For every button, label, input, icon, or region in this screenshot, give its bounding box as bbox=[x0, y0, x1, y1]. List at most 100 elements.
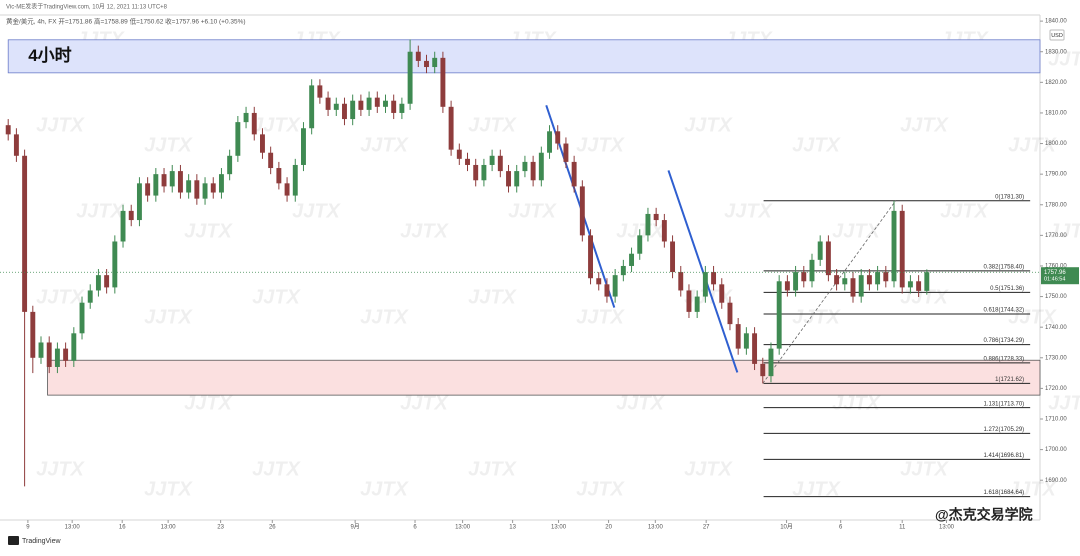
candle-body bbox=[604, 284, 610, 297]
candle-body bbox=[694, 296, 700, 312]
signature: @杰克交易学院 bbox=[935, 507, 1033, 523]
candle-body bbox=[579, 186, 585, 236]
watermark: JJTX bbox=[616, 220, 665, 242]
x-tick-label: 6 bbox=[413, 525, 417, 531]
candle-body bbox=[399, 103, 405, 113]
candle-body bbox=[629, 253, 635, 266]
candle-body bbox=[875, 272, 881, 285]
watermark: JJTX bbox=[468, 114, 517, 136]
x-tick-label: 20 bbox=[605, 525, 612, 531]
watermark: JJTX bbox=[468, 458, 517, 480]
candle-body bbox=[186, 180, 192, 193]
last-price-tag bbox=[1041, 267, 1079, 285]
watermark: JJTX bbox=[252, 286, 301, 308]
candle-body bbox=[342, 103, 347, 120]
y-tick-label: 1700.00 bbox=[1045, 447, 1067, 453]
candle-body bbox=[5, 125, 11, 135]
unit-box bbox=[1049, 29, 1065, 41]
candle-body bbox=[95, 275, 101, 291]
watermark: JJTX bbox=[252, 458, 301, 480]
candle-body bbox=[809, 259, 815, 282]
watermark: JJTX bbox=[900, 286, 949, 308]
y-tick-label: 1830.00 bbox=[1045, 49, 1067, 55]
candle-body bbox=[161, 174, 167, 187]
candle-body bbox=[374, 97, 380, 107]
candle-body bbox=[276, 168, 282, 184]
x-tick-label: 13:00 bbox=[939, 525, 955, 531]
candle-body bbox=[514, 171, 520, 187]
watermark: JJTX bbox=[292, 200, 341, 222]
candle-body bbox=[309, 85, 315, 129]
x-tick-label: 13 bbox=[509, 525, 516, 531]
y-tick-label: 1710.00 bbox=[1045, 417, 1067, 423]
fib-label: 0(1781.30) bbox=[995, 194, 1024, 200]
candle-body bbox=[325, 97, 331, 110]
watermark: JJTX bbox=[360, 134, 409, 156]
x-tick-label: 9 bbox=[26, 525, 30, 531]
chart-subtitle: 黄金/美元, 4h, FX 开=1751.86 高=1758.89 低=1750… bbox=[6, 17, 246, 26]
candle-body bbox=[22, 155, 28, 312]
watermark: JJTX bbox=[832, 220, 881, 242]
fib-label: 1.272(1705.29) bbox=[983, 427, 1024, 433]
candle-body bbox=[432, 57, 438, 68]
watermark: JJTX bbox=[360, 306, 409, 328]
candle-body bbox=[891, 210, 897, 282]
watermark: JJTX bbox=[36, 114, 85, 136]
candle-body bbox=[177, 171, 183, 193]
x-tick-label: 27 bbox=[703, 525, 710, 531]
candle-body bbox=[473, 164, 479, 181]
candle-body bbox=[301, 128, 306, 165]
candle-body bbox=[825, 241, 831, 276]
watermark: JJTX bbox=[144, 134, 193, 156]
candle-body bbox=[383, 100, 388, 107]
y-tick-label: 1790.00 bbox=[1045, 172, 1067, 178]
candle-body bbox=[358, 100, 364, 110]
watermark: JJTX bbox=[36, 458, 85, 480]
x-tick-label: 13:00 bbox=[648, 525, 664, 531]
candle-body bbox=[415, 51, 421, 61]
fib-label: 1.131(1713.70) bbox=[983, 401, 1024, 407]
fib-label: 0.5(1751.36) bbox=[990, 286, 1024, 292]
watermark: JJTX bbox=[616, 392, 665, 414]
candle-body bbox=[260, 134, 265, 153]
candle-body bbox=[670, 241, 676, 273]
fib-label: 0.382(1758.40) bbox=[983, 264, 1024, 270]
watermark: JJTX bbox=[252, 114, 301, 136]
watermark: JJTX bbox=[184, 392, 233, 414]
x-tick-label: 13:00 bbox=[65, 525, 81, 531]
watermark: JJTX bbox=[832, 392, 881, 414]
candle-body bbox=[866, 275, 872, 285]
watermark: JJTX bbox=[468, 286, 517, 308]
watermark: JJTX bbox=[1008, 306, 1057, 328]
watermark: JJTX bbox=[1008, 134, 1057, 156]
candle-body bbox=[760, 363, 766, 377]
y-tick-label: 1770.00 bbox=[1045, 233, 1067, 239]
candle-body bbox=[120, 210, 126, 242]
candle-body bbox=[210, 183, 216, 193]
x-tick-label: 10月 bbox=[780, 524, 793, 531]
watermark: JJTX bbox=[792, 134, 841, 156]
candle-body bbox=[145, 183, 151, 196]
zone bbox=[47, 359, 1041, 396]
watermark: JJTX bbox=[940, 200, 989, 222]
candle-body bbox=[251, 112, 257, 135]
y-tick-label: 1690.00 bbox=[1045, 478, 1067, 484]
candle-body bbox=[153, 174, 159, 196]
candle-body bbox=[366, 97, 372, 110]
watermark: JJTX bbox=[184, 220, 233, 242]
fib-label: 0.618(1744.32) bbox=[983, 308, 1024, 314]
candle-body bbox=[571, 161, 577, 187]
candle-body bbox=[653, 213, 659, 221]
candle-body bbox=[883, 272, 889, 282]
y-tick-label: 1820.00 bbox=[1045, 80, 1067, 86]
candle-body bbox=[128, 210, 134, 221]
watermark: JJTX bbox=[576, 134, 625, 156]
candle-body bbox=[243, 112, 249, 123]
x-tick-label: 13:00 bbox=[551, 525, 567, 531]
candle-body bbox=[46, 342, 52, 367]
y-tick-label: 1730.00 bbox=[1045, 355, 1067, 361]
candle-body bbox=[842, 278, 848, 285]
candle-body bbox=[489, 155, 495, 165]
candle-body bbox=[465, 158, 470, 165]
candle-body bbox=[752, 333, 758, 364]
